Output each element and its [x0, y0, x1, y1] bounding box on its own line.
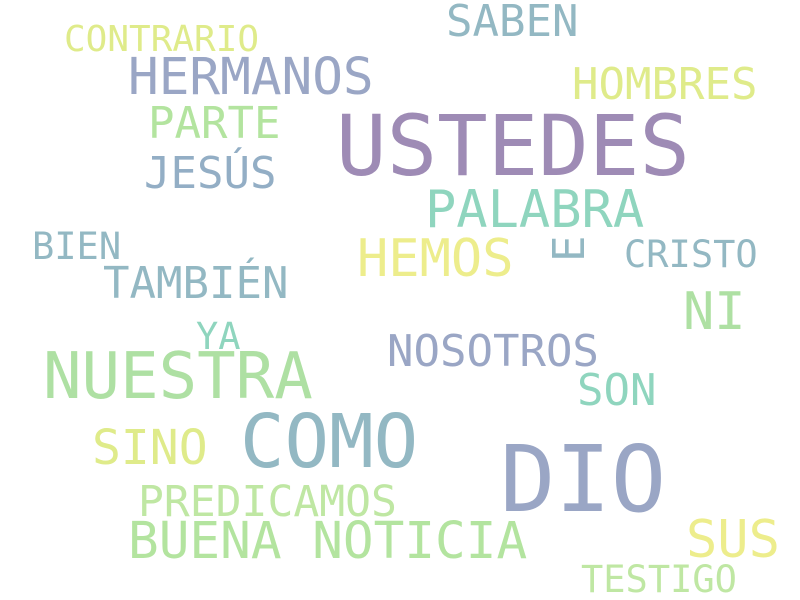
- word-jesus: JESÚS: [144, 148, 277, 199]
- word-sus: SUS: [686, 510, 780, 570]
- word-parte: PARTE: [148, 98, 281, 149]
- word-e: E: [544, 235, 595, 263]
- word-buena-noticia: BUENA NOTICIA: [128, 512, 528, 571]
- word-palabra: PALABRA: [425, 180, 645, 240]
- word-hombres: HOMBRES: [572, 59, 758, 110]
- word-hermanos: HERMANOS: [128, 48, 374, 107]
- word-ya: YA: [196, 315, 241, 358]
- word-saben: SABEN: [446, 0, 579, 47]
- word-sino: SINO: [92, 420, 208, 476]
- word-nuestra: NUESTRA: [43, 340, 313, 414]
- word-bien: BIEN: [32, 225, 122, 268]
- word-nosotros: NOSOTROS: [387, 326, 599, 377]
- word-contrario: CONTRARIO: [64, 19, 260, 60]
- word-dio: DIO: [500, 426, 667, 533]
- word-predicamos: PREDICAMOS: [138, 477, 397, 527]
- word-ni: NI: [683, 282, 746, 342]
- word-son: SON: [577, 365, 657, 416]
- word-ustedes: USTEDES: [336, 97, 691, 195]
- word-hemos: HEMOS: [357, 229, 514, 289]
- word-testigo: TESTIGO: [581, 558, 737, 600]
- word-como: COMO: [240, 399, 419, 485]
- word-tambien: TAMBIÉN: [103, 258, 289, 309]
- word-cristo: CRISTO: [624, 233, 758, 276]
